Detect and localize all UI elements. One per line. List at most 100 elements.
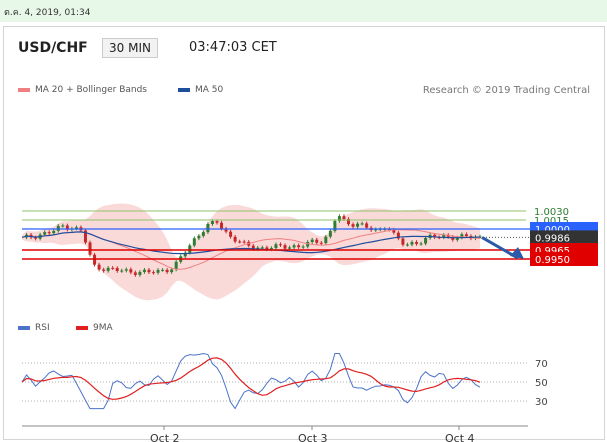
candle-body [451,236,455,240]
datetime-text: ต.ค. 4, 2019, 01:34 [4,8,91,18]
ma50-line [21,231,481,255]
candle-body [111,267,115,269]
time-label: 03:47:03 CET [189,40,277,55]
candle-body [106,267,110,271]
forecast-arrow-head [510,247,524,259]
candle-body [206,224,210,233]
legend-9ma: 9MA [76,323,113,333]
candle-body [260,247,264,249]
candle-body [224,228,228,232]
candle-body [297,245,301,248]
candle-body [342,216,346,220]
candle-body [306,242,310,247]
bollinger-band [22,203,480,301]
ma9-swatch [76,326,88,330]
candle-body [229,231,233,237]
candle-body [120,270,124,272]
candle-body [365,223,369,228]
candle-body [442,234,446,238]
timeframe-button[interactable]: 30 MIN [102,38,158,58]
candle-body [319,242,323,244]
candle-body [410,242,414,245]
candle-body [215,221,219,223]
last-price-badge [530,230,598,245]
legend-ma50: MA 50 [178,85,223,95]
candle-body [43,232,47,235]
rsi-line [21,352,481,410]
candle-body [183,252,187,257]
research-credit: Research © 2019 Trading Central [422,85,590,96]
candle-body [415,242,419,244]
x-label: Oct 3 [298,432,328,442]
candle-body [220,222,224,229]
candle-body [129,269,133,273]
candle-body [115,268,119,272]
candle-body [133,272,137,275]
candle-body [288,247,292,249]
candle-body [34,237,38,239]
level-badge-0.9950 [530,252,598,266]
candle-body [242,241,246,243]
rsi-tick-50: 50 [535,378,548,389]
candle-body [360,223,364,225]
candle-body [292,245,296,248]
candle-body [265,247,269,250]
candle-body [337,216,341,221]
level-label-0.9950: 0.9950 [535,255,570,266]
candle-body [201,232,205,236]
datetime-bar: ต.ค. 4, 2019, 01:34 [0,0,607,22]
candle-body [61,225,65,227]
candle-body [88,242,92,255]
candle-body [256,247,260,250]
candle-body [47,232,51,234]
ma50-label: MA 50 [195,85,224,95]
candle-body [315,239,319,243]
candle-body [274,244,278,249]
candle-body [233,236,237,242]
candle-body [124,269,128,271]
rsi-chart: 70 50 30 Oct 2 Oct 3 Oct 4 [21,352,548,442]
candle-body [161,269,165,271]
candle-body [174,261,178,270]
candle-body [283,245,287,249]
candle-body [301,246,305,248]
candle-body [324,236,328,244]
level-label-0.9965: 0.9965 [535,246,570,257]
candle-body [74,227,78,229]
candle-body [142,269,146,272]
rsi-tick-30: 30 [535,397,548,408]
candle-body [147,269,151,273]
rsi-tick-70: 70 [535,359,548,370]
candle-body [356,223,360,227]
symbol-label: USD/CHF [18,40,88,56]
candle-body [351,224,355,227]
legend-rsi: RSI [18,323,50,333]
ma50-swatch [178,88,190,92]
candle-body [346,219,350,225]
candle-body [333,220,337,231]
candle-body [424,237,428,244]
candle-body [197,235,201,239]
candle-body [464,234,468,237]
candle-body [396,232,400,239]
x-label: Oct 2 [150,432,180,442]
candle-body [238,241,242,243]
chart-panel: USD/CHF 30 MIN 03:47:03 CET MA 20 + Boll… [3,26,605,442]
level-label-1.0030: 1.0030 [534,207,569,218]
candle-body [97,264,101,270]
candle-body [192,238,196,246]
candle-body [83,230,87,243]
candle-body [52,230,56,234]
candle-body [188,245,192,253]
candle-body [170,269,174,273]
level-label-1.0015: 1.0015 [534,216,569,227]
candle-body [392,229,396,233]
legend-ma20: MA 20 + Bollinger Bands [18,85,147,95]
candle-body [210,221,214,225]
candle-body [405,244,409,246]
candle-body [165,269,169,273]
ma9-label: 9MA [93,323,113,333]
rsi-label: RSI [35,323,50,333]
candle-body [401,238,405,245]
